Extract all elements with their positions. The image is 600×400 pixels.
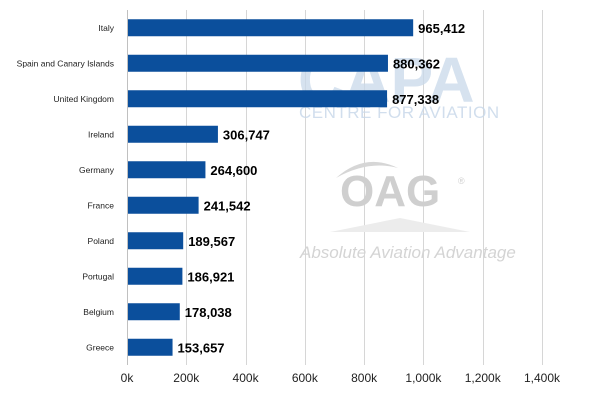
bar <box>128 90 388 108</box>
x-tick-label: 1,400k <box>524 371 561 385</box>
bar <box>128 54 388 72</box>
category-label: Belgium <box>83 307 114 317</box>
category-label: Italy <box>98 23 114 33</box>
x-tick-label: 0k <box>121 371 135 385</box>
value-label: 241,542 <box>204 198 251 213</box>
value-label: 153,657 <box>178 340 225 355</box>
category-label: Portugal <box>82 271 114 281</box>
x-tick-label: 1,000k <box>405 371 442 385</box>
category-label: France <box>88 200 115 210</box>
value-label: 189,567 <box>188 234 235 249</box>
x-tick-label: 200k <box>173 371 200 385</box>
bar <box>128 196 199 214</box>
x-tick-label: 800k <box>351 371 378 385</box>
axes: 0k 200k 400k 600k 800k 1,000k 1,200k 1,400k Ital… <box>17 10 561 385</box>
value-label: 186,921 <box>187 269 234 284</box>
oag-registered-mark: ® <box>458 176 465 186</box>
category-label: Greece <box>86 342 114 352</box>
oag-reflection-shape <box>330 218 470 232</box>
value-label: 178,038 <box>185 305 232 320</box>
bar <box>128 267 183 285</box>
bar <box>128 303 180 321</box>
value-label: 880,362 <box>393 56 440 71</box>
capa-watermark-subtitle: CENTRE FOR AVIATION <box>299 103 500 122</box>
oag-watermark-tagline: Absolute Aviation Advantage <box>299 243 516 262</box>
category-label: Poland <box>88 236 115 246</box>
category-label: Spain and Canary Islands <box>17 58 114 68</box>
oag-watermark-logo: OAG <box>340 167 440 216</box>
value-label: 965,412 <box>418 21 465 36</box>
category-label: United Kingdom <box>54 94 114 104</box>
category-label: Germany <box>79 165 115 175</box>
bar <box>128 19 414 37</box>
bars: 965,412 880,362 877,338 306,747 264,600 241,5… <box>128 19 465 356</box>
bar <box>128 232 184 250</box>
category-label: Ireland <box>88 129 114 139</box>
x-tick-label: 600k <box>292 371 319 385</box>
x-tick-label: 400k <box>233 371 260 385</box>
bar <box>128 338 173 356</box>
oag-swoosh-icon <box>336 161 398 178</box>
bar <box>128 161 206 179</box>
value-label: 264,600 <box>210 163 257 178</box>
watermark-layer: CAPA CENTRE FOR AVIATION OAG ® Absolute … <box>298 44 516 262</box>
value-label: 306,747 <box>223 127 270 142</box>
bar <box>128 125 218 143</box>
x-tick-label: 1,200k <box>465 371 502 385</box>
value-label: 877,338 <box>392 92 439 107</box>
